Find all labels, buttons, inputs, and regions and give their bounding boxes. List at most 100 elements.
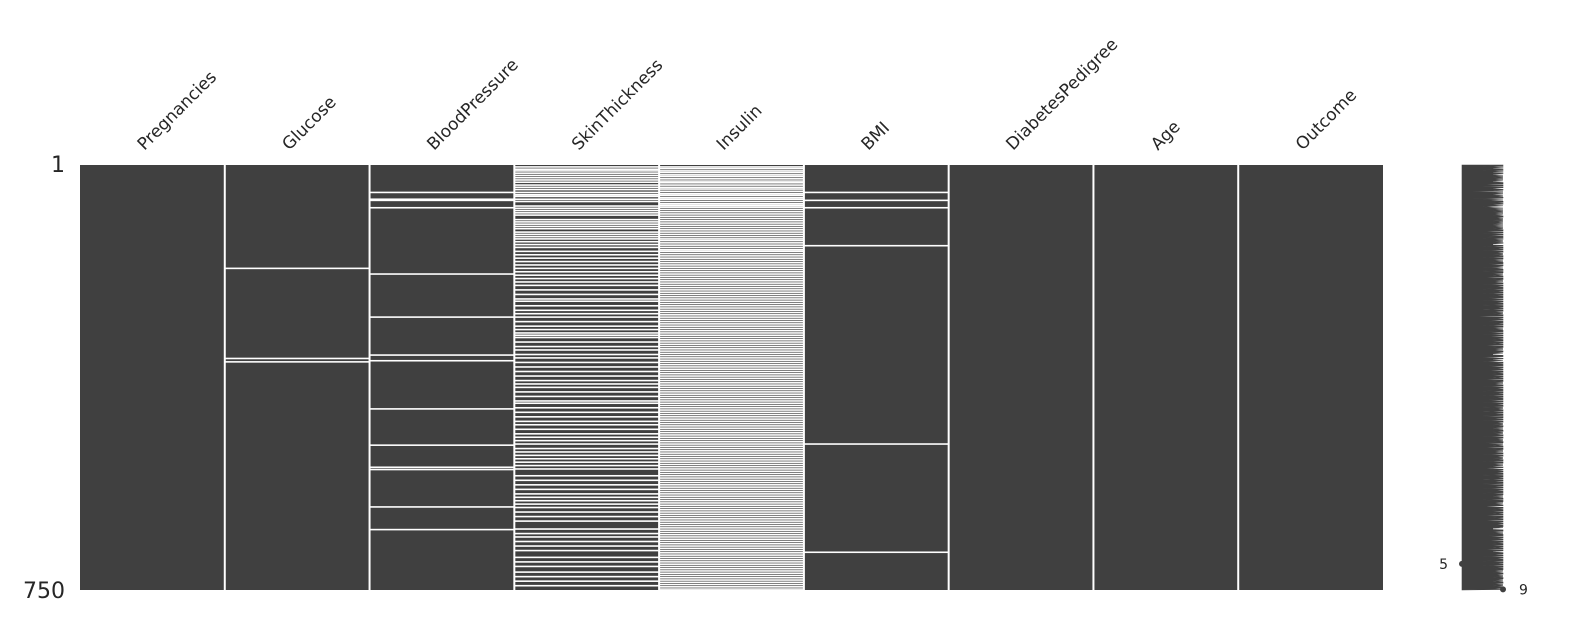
- missing-row-mark: [659, 264, 804, 266]
- column-outcome: [1238, 165, 1383, 590]
- missing-row-mark: [514, 212, 660, 214]
- column-bar-bmi: [803, 165, 949, 590]
- missing-row-mark: [224, 267, 370, 270]
- missing-row-mark: [514, 556, 660, 559]
- missing-row-mark: [659, 270, 804, 273]
- missing-row-mark: [514, 235, 660, 238]
- missing-row-mark: [659, 536, 804, 538]
- missing-row-mark: [514, 457, 660, 460]
- missing-row-mark: [659, 440, 804, 443]
- missing-row-mark: [369, 199, 515, 202]
- missing-row-mark: [514, 218, 660, 221]
- missing-row-mark: [514, 225, 660, 228]
- missing-row-mark: [514, 172, 660, 174]
- missing-row-mark: [659, 372, 804, 375]
- missing-row-mark: [803, 191, 949, 194]
- missing-row-mark: [514, 334, 660, 337]
- missing-row-mark: [659, 504, 804, 507]
- missing-row-mark: [659, 495, 804, 497]
- missing-row-mark: [659, 266, 804, 269]
- missing-row-mark: [659, 511, 804, 513]
- missing-row-mark: [514, 361, 660, 364]
- missing-row-mark: [659, 343, 804, 346]
- missing-row-mark: [659, 506, 804, 509]
- missing-row-mark: [659, 581, 804, 584]
- missing-row-mark: [659, 259, 804, 262]
- missing-row-mark: [659, 233, 804, 236]
- missing-row-mark: [514, 184, 660, 186]
- missing-row-mark: [659, 200, 804, 203]
- missing-row-mark: [659, 465, 804, 468]
- missing-row-mark: [659, 323, 804, 325]
- missing-row-mark: [659, 359, 804, 361]
- missing-row-mark: [514, 503, 660, 505]
- missing-row-mark: [659, 545, 804, 547]
- missing-row-mark: [659, 244, 804, 246]
- missing-row-mark: [514, 383, 660, 385]
- missing-row-mark: [659, 248, 804, 251]
- missing-row-mark: [659, 257, 804, 259]
- missing-row-mark: [659, 334, 804, 337]
- missing-row-mark: [659, 289, 804, 291]
- missing-row-mark: [514, 439, 660, 442]
- missing-row-mark: [803, 206, 949, 209]
- missing-row-mark: [659, 499, 804, 502]
- missing-row-mark: [514, 571, 660, 573]
- missing-row-mark: [659, 468, 804, 470]
- missing-row-mark: [659, 307, 804, 309]
- missing-row-mark: [514, 227, 660, 230]
- missing-row-mark: [659, 370, 804, 373]
- column-bmi: [803, 165, 949, 590]
- missing-row-mark: [514, 284, 660, 287]
- missing-row-mark: [514, 584, 660, 587]
- column-insulin: [659, 165, 804, 590]
- missing-row-mark: [659, 558, 804, 561]
- missing-row-mark: [514, 549, 660, 552]
- missing-row-mark: [514, 420, 660, 423]
- missing-row-mark: [514, 293, 660, 296]
- missing-row-mark: [659, 295, 804, 298]
- missing-row-mark: [514, 223, 660, 225]
- missing-row-mark: [659, 586, 804, 588]
- missing-row-mark: [659, 300, 804, 303]
- missing-row-mark: [659, 554, 804, 556]
- missing-row-mark: [659, 391, 804, 393]
- column-bar-outcome: [1238, 165, 1383, 590]
- missing-row-mark: [659, 366, 804, 368]
- missing-row-mark: [514, 479, 660, 482]
- missing-row-mark: [659, 293, 804, 296]
- missing-row-mark: [224, 361, 370, 363]
- missing-row-mark: [514, 499, 660, 502]
- missing-row-mark: [659, 208, 804, 211]
- missing-row-mark: [659, 316, 804, 318]
- missing-row-mark: [514, 233, 660, 236]
- missing-row-mark: [659, 382, 804, 384]
- column-label-insulin: Insulin: [713, 101, 766, 154]
- missing-row-mark: [659, 583, 804, 586]
- missing-row-mark: [659, 445, 804, 448]
- column-bar-diabetes-pedigree: [948, 165, 1094, 590]
- column-blood-pressure: [369, 165, 515, 590]
- missing-row-mark: [659, 246, 804, 249]
- missing-row-mark: [514, 423, 660, 426]
- missing-row-mark: [514, 289, 660, 291]
- missing-row-mark: [659, 479, 804, 482]
- sparkline-min-dot: [1459, 560, 1465, 567]
- missing-row-mark: [659, 452, 804, 454]
- missing-row-mark: [659, 302, 804, 305]
- missing-row-mark: [659, 493, 804, 495]
- missing-row-mark: [659, 438, 804, 441]
- sparkline-max-label: 9: [1519, 582, 1528, 598]
- missing-row-mark: [659, 329, 804, 332]
- missing-row-mark: [514, 454, 660, 457]
- missing-row-mark: [659, 588, 804, 590]
- missing-row-mark: [514, 209, 660, 212]
- missing-row-mark: [514, 353, 660, 356]
- missing-row-mark: [659, 472, 804, 475]
- missing-row-mark: [659, 361, 804, 364]
- missing-row-mark: [514, 250, 660, 253]
- missing-row-mark: [659, 576, 804, 579]
- missing-row-mark: [659, 217, 804, 220]
- missing-row-mark: [659, 182, 804, 184]
- missing-row-mark: [659, 186, 804, 189]
